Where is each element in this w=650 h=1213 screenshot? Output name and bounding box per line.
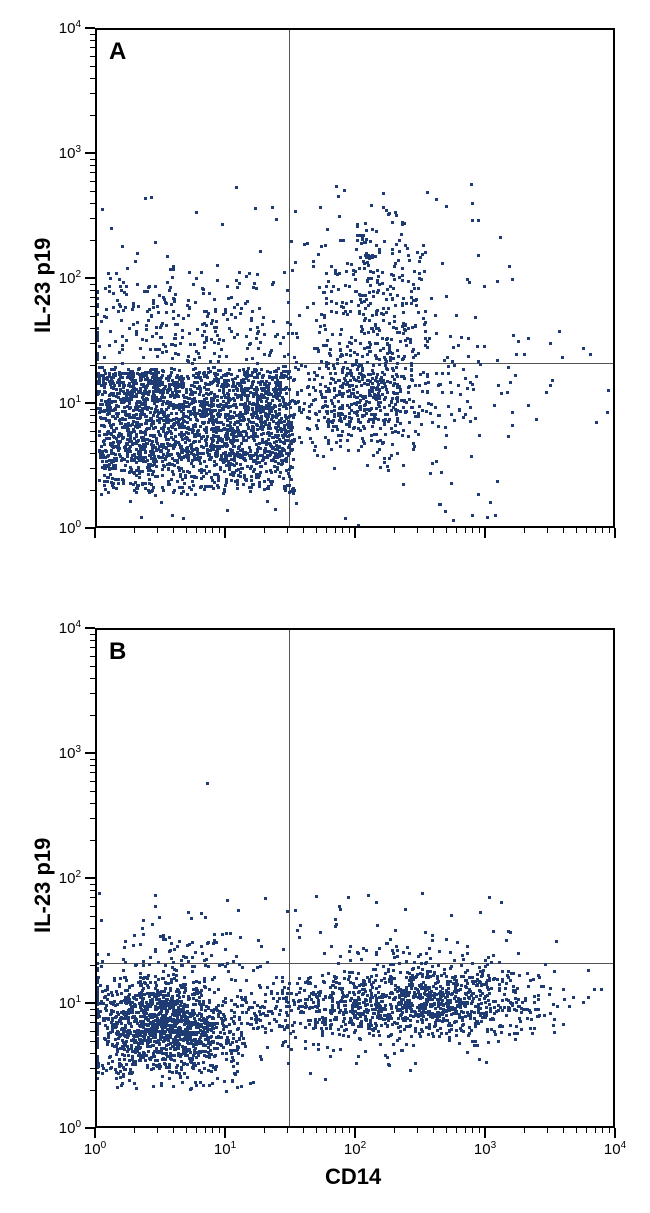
x-tick-label: 100: [84, 1140, 106, 1158]
panel-b-letter: B: [109, 638, 126, 666]
y-tick-label: 104: [49, 19, 81, 37]
x-tick-label: 103: [474, 1140, 496, 1158]
y-tick-label: 103: [49, 744, 81, 762]
y-tick-label: 100: [49, 1119, 81, 1137]
x-tick-label: 102: [344, 1140, 366, 1158]
y-tick-label: 101: [49, 994, 81, 1012]
y-tick-label: 100: [49, 519, 81, 537]
panel-a-letter: A: [109, 38, 126, 66]
panel-b-plot: [95, 628, 615, 1128]
page: { "figure": { "width": 650, "height": 12…: [0, 0, 650, 1213]
y-tick-label: 101: [49, 394, 81, 412]
y-tick-label: 104: [49, 619, 81, 637]
panel-b-ylabel: IL-23 p19: [30, 838, 56, 933]
panel-a-plot: [95, 28, 615, 528]
x-tick-label: 104: [604, 1140, 626, 1158]
x-axis-label: CD14: [325, 1164, 381, 1190]
y-tick-label: 103: [49, 144, 81, 162]
quadrant-gate-vertical: [289, 630, 290, 1128]
x-tick-label: 101: [214, 1140, 236, 1158]
panel-a-ylabel: IL-23 p19: [30, 238, 56, 333]
